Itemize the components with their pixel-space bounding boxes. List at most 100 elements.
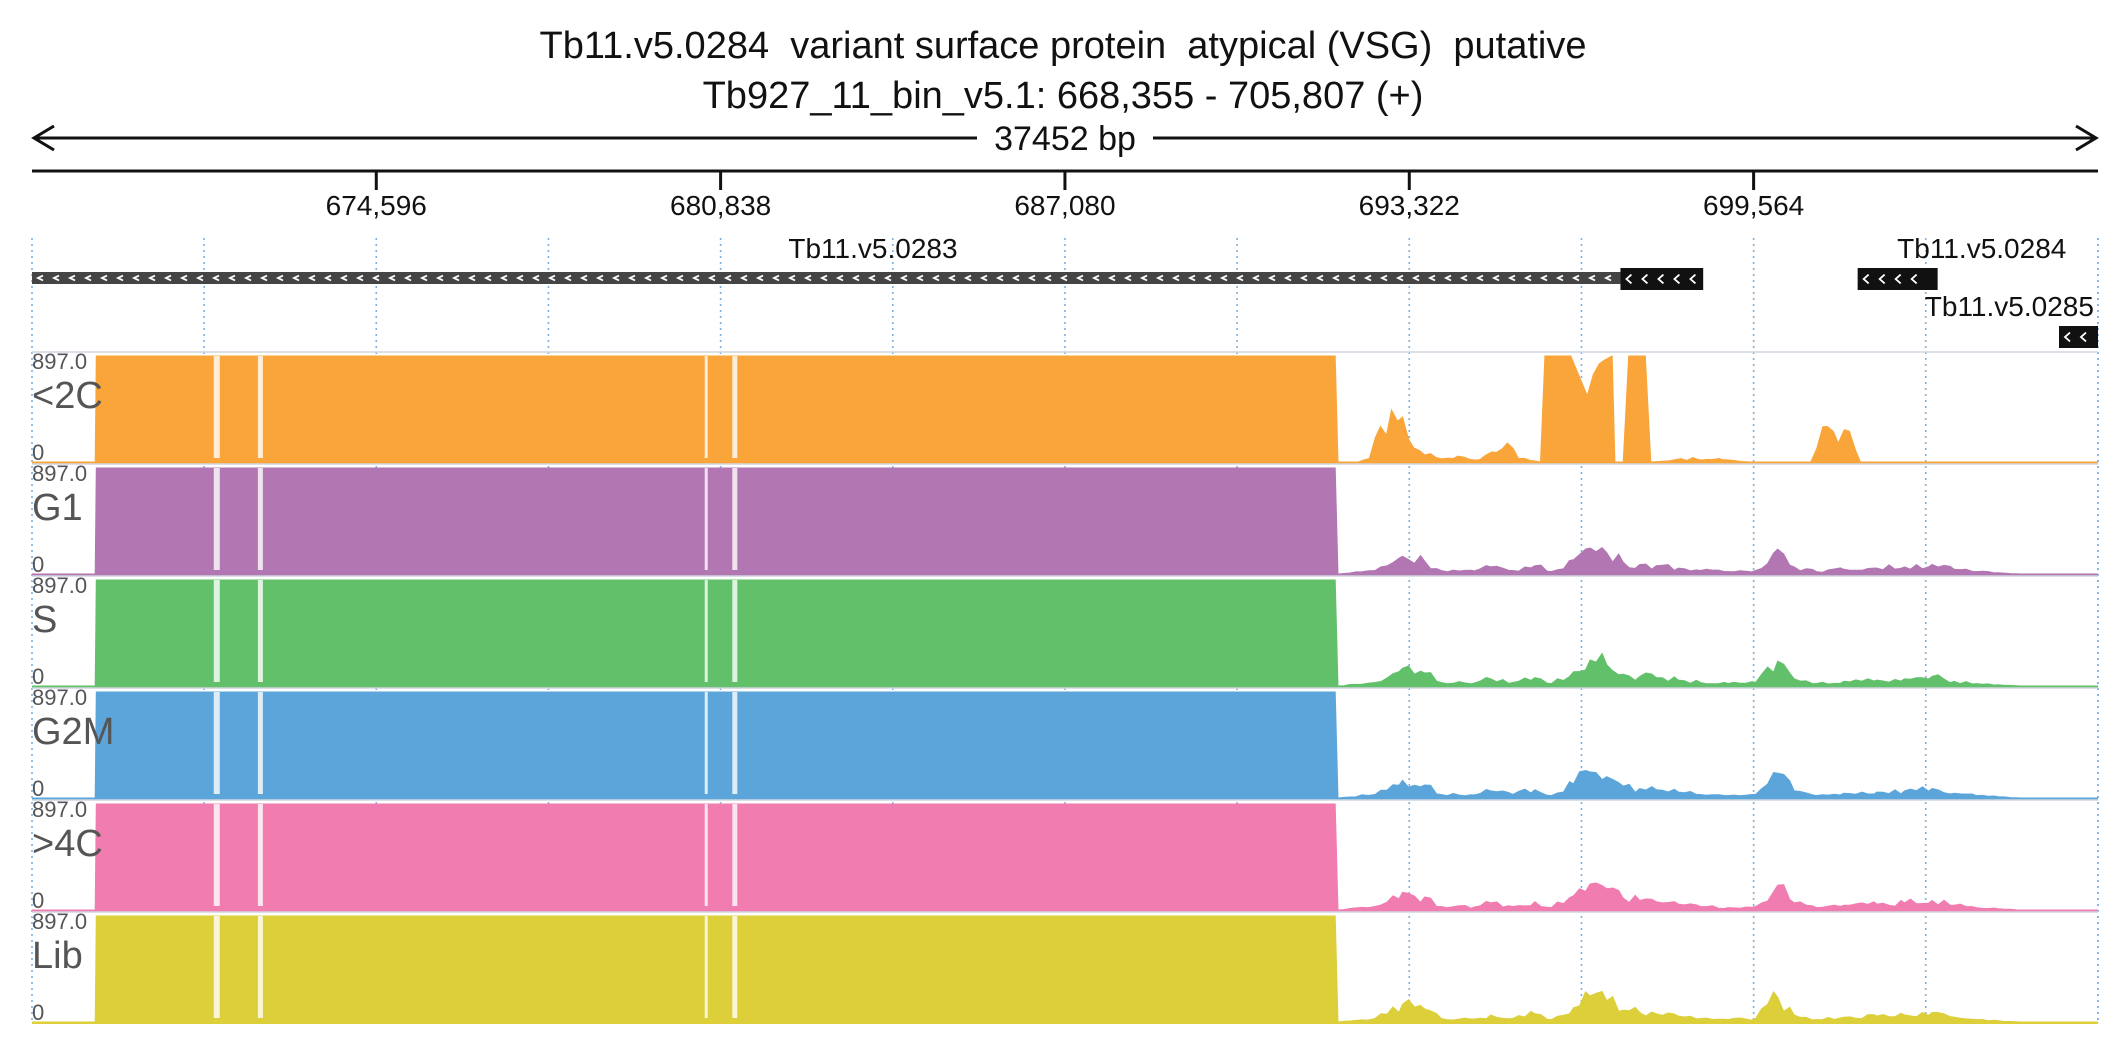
gene-strand-chevron [547,274,556,282]
coverage-area [32,355,2098,463]
gene-strand-chevron [1043,274,1052,282]
span-arrow-right-head [2075,124,2099,152]
coverage-gap [257,804,263,906]
gene-strand-chevron [307,274,316,282]
gene-strand-chevron [1523,274,1532,282]
gene-strand-chevron [99,274,108,282]
gene-strand-chevron [771,274,780,282]
gene-strand-chevron [1027,274,1036,282]
gene-strand-chevron [1673,273,1681,285]
gene-strand-chevron [179,274,188,282]
track-name-label: Lib [32,935,83,977]
gene-strand-chevron [659,274,668,282]
gene-strand-chevron [1475,274,1484,282]
gene-strand-chevron [1862,273,1870,285]
gene-strand-chevron [915,274,924,282]
gene-label: Tb11.v5.0283 [788,233,957,264]
gene-strand-chevron [1123,274,1132,282]
gene-strand-chevron [739,274,748,282]
gene-strand-chevron [851,274,860,282]
track-ymin-label: 0 [32,664,44,689]
coverage-gap [213,692,220,794]
gene-strand-chevron [355,274,364,282]
gene-cds-block [1857,268,1938,290]
gene-strand-chevron [755,274,764,282]
gene-strand-chevron [675,274,684,282]
gene-strand-chevron [371,274,380,282]
gene-strand-chevron [51,274,60,282]
gene-strand-chevron [259,274,268,282]
track-name-label: S [32,599,57,641]
coverage-gap [213,580,220,682]
gene-strand-chevron [131,274,140,282]
gene-strand-chevron [1587,274,1596,282]
gene-strand-chevron [899,274,908,282]
gene-strand-chevron [1235,274,1244,282]
coverage-gap [213,356,220,458]
coverage-gap [732,916,738,1018]
gene-strand-chevron [995,274,1004,282]
gene-strand-chevron [1315,274,1324,282]
coverage-gap [732,580,738,682]
gene-strand-chevron [387,274,396,282]
ruler-tick-label: 674,596 [326,190,427,221]
gene-strand-chevron [1894,273,1902,285]
gene-strand-chevron [579,274,588,282]
gene-strand-chevron [691,274,700,282]
coverage-gap [732,468,738,570]
chart-subtitle-locus: Tb927_11_bin_v5.1: 668,355 - 705,807 (+) [702,75,1424,117]
gene-strand-chevron [1219,274,1228,282]
gene-strand-chevron [979,274,988,282]
gene-strand-chevron [83,274,92,282]
gene-strand-chevron [1331,274,1340,282]
gene-strand-chevron [67,274,76,282]
gene-strand-chevron [1657,273,1665,285]
coverage-gap [732,804,738,906]
gene-strand-chevron [275,274,284,282]
span-label-bg [977,120,1153,156]
gene-strand-chevron [643,274,652,282]
coverage-gap [704,692,708,794]
gene-strand-chevron [1011,274,1020,282]
gene-strand-chevron [291,274,300,282]
span-label: 37452 bp [994,120,1136,158]
gene-strand-chevron [1411,274,1420,282]
gene-strand-chevron [1539,274,1548,282]
gene-strand-chevron [1507,274,1516,282]
span-arrow-left-head [31,124,55,152]
coverage-gap [704,580,708,682]
gene-strand-chevron [1603,274,1612,282]
gene-strand-chevron [515,274,524,282]
coverage-gap [732,692,738,794]
gene-strand-chevron [1878,273,1886,285]
gene-strand-chevron [1107,274,1116,282]
gene-strand-chevron [1091,274,1100,282]
coverage-gap [257,356,263,458]
coverage-area [32,803,2098,911]
gene-cds-block [1620,268,1704,290]
gene-strand-chevron [211,274,220,282]
gene-strand-chevron [563,274,572,282]
ruler-tick-label: 680,838 [670,190,771,221]
coverage-gap [213,804,220,906]
track-name-label: >4C [32,823,103,865]
gene-strand-chevron [483,274,492,282]
gene-strand-chevron [1299,274,1308,282]
track-ymax-label: 897.0 [32,461,87,486]
track-ymax-label: 897.0 [32,797,87,822]
gene-strand-chevron [467,274,476,282]
ruler-tick-label: 693,322 [1359,190,1460,221]
gene-strand-chevron [1910,273,1918,285]
gene-strand-chevron [115,274,124,282]
coverage-area [32,579,2098,687]
gene-strand-chevron [195,274,204,282]
gene-strand-chevron [1203,274,1212,282]
coverage-gap [257,692,263,794]
gene-strand-chevron [1171,274,1180,282]
gene-strand-chevron [499,274,508,282]
coverage-gap [213,916,220,1018]
track-name-label: G1 [32,487,83,529]
gene-strand-chevron [1491,274,1500,282]
gene-strand-chevron [35,274,44,282]
